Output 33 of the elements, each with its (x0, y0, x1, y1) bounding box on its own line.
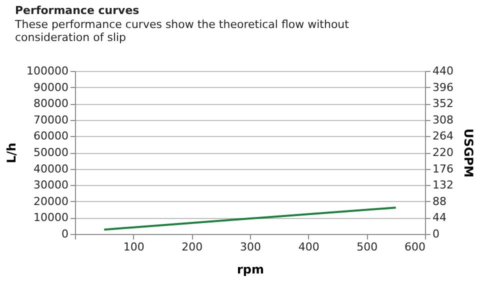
y-tick-label: 70000 (34, 113, 68, 126)
y-tick-label: 60000 (34, 130, 68, 143)
y2-tick-label: 352 (432, 97, 454, 110)
y2-tick-label: 132 (432, 178, 454, 192)
y2-axis-title: USGPM (461, 128, 476, 178)
y-tick-label: 30000 (34, 178, 68, 192)
y-axis-title: L/h (4, 142, 19, 164)
y2-tick-label: 0 (432, 228, 440, 240)
y2-tick-label: 264 (432, 130, 454, 143)
chart-subtitle: These performance curves show the theoretical flow without consideration of slip (14, 18, 350, 44)
y-tick-label: 50000 (34, 146, 68, 159)
y-tick-label: 90000 (34, 80, 68, 94)
chart-title: Performance curves (15, 4, 140, 17)
x-tick-label: 400 (298, 240, 320, 254)
y-tick-label: 20000 (34, 194, 68, 208)
x-tick-label: 500 (356, 240, 378, 254)
x-tick-label: 300 (240, 240, 261, 254)
y2-tick-label: 44 (432, 211, 446, 224)
y2-tick-label: 396 (432, 80, 454, 94)
y-tick-label: 10000 (34, 211, 68, 224)
y2-tick-label: 176 (432, 162, 454, 176)
y2-tick-label: 220 (432, 146, 454, 159)
y2-tick-label: 308 (432, 113, 454, 126)
y-tick-label: 40000 (34, 162, 68, 176)
x-tick-label: 600 (404, 240, 426, 254)
x-tick-label: 200 (182, 240, 203, 254)
y2-tick-label: 88 (432, 194, 446, 208)
y-tick-label: 80000 (34, 97, 68, 110)
y-tick-label: 100000 (26, 64, 68, 78)
x-axis-title: rpm (236, 262, 264, 276)
x-tick-label: 100 (123, 240, 144, 254)
y-tick-label: 0 (62, 228, 68, 240)
y2-tick-label: 440 (432, 64, 454, 78)
